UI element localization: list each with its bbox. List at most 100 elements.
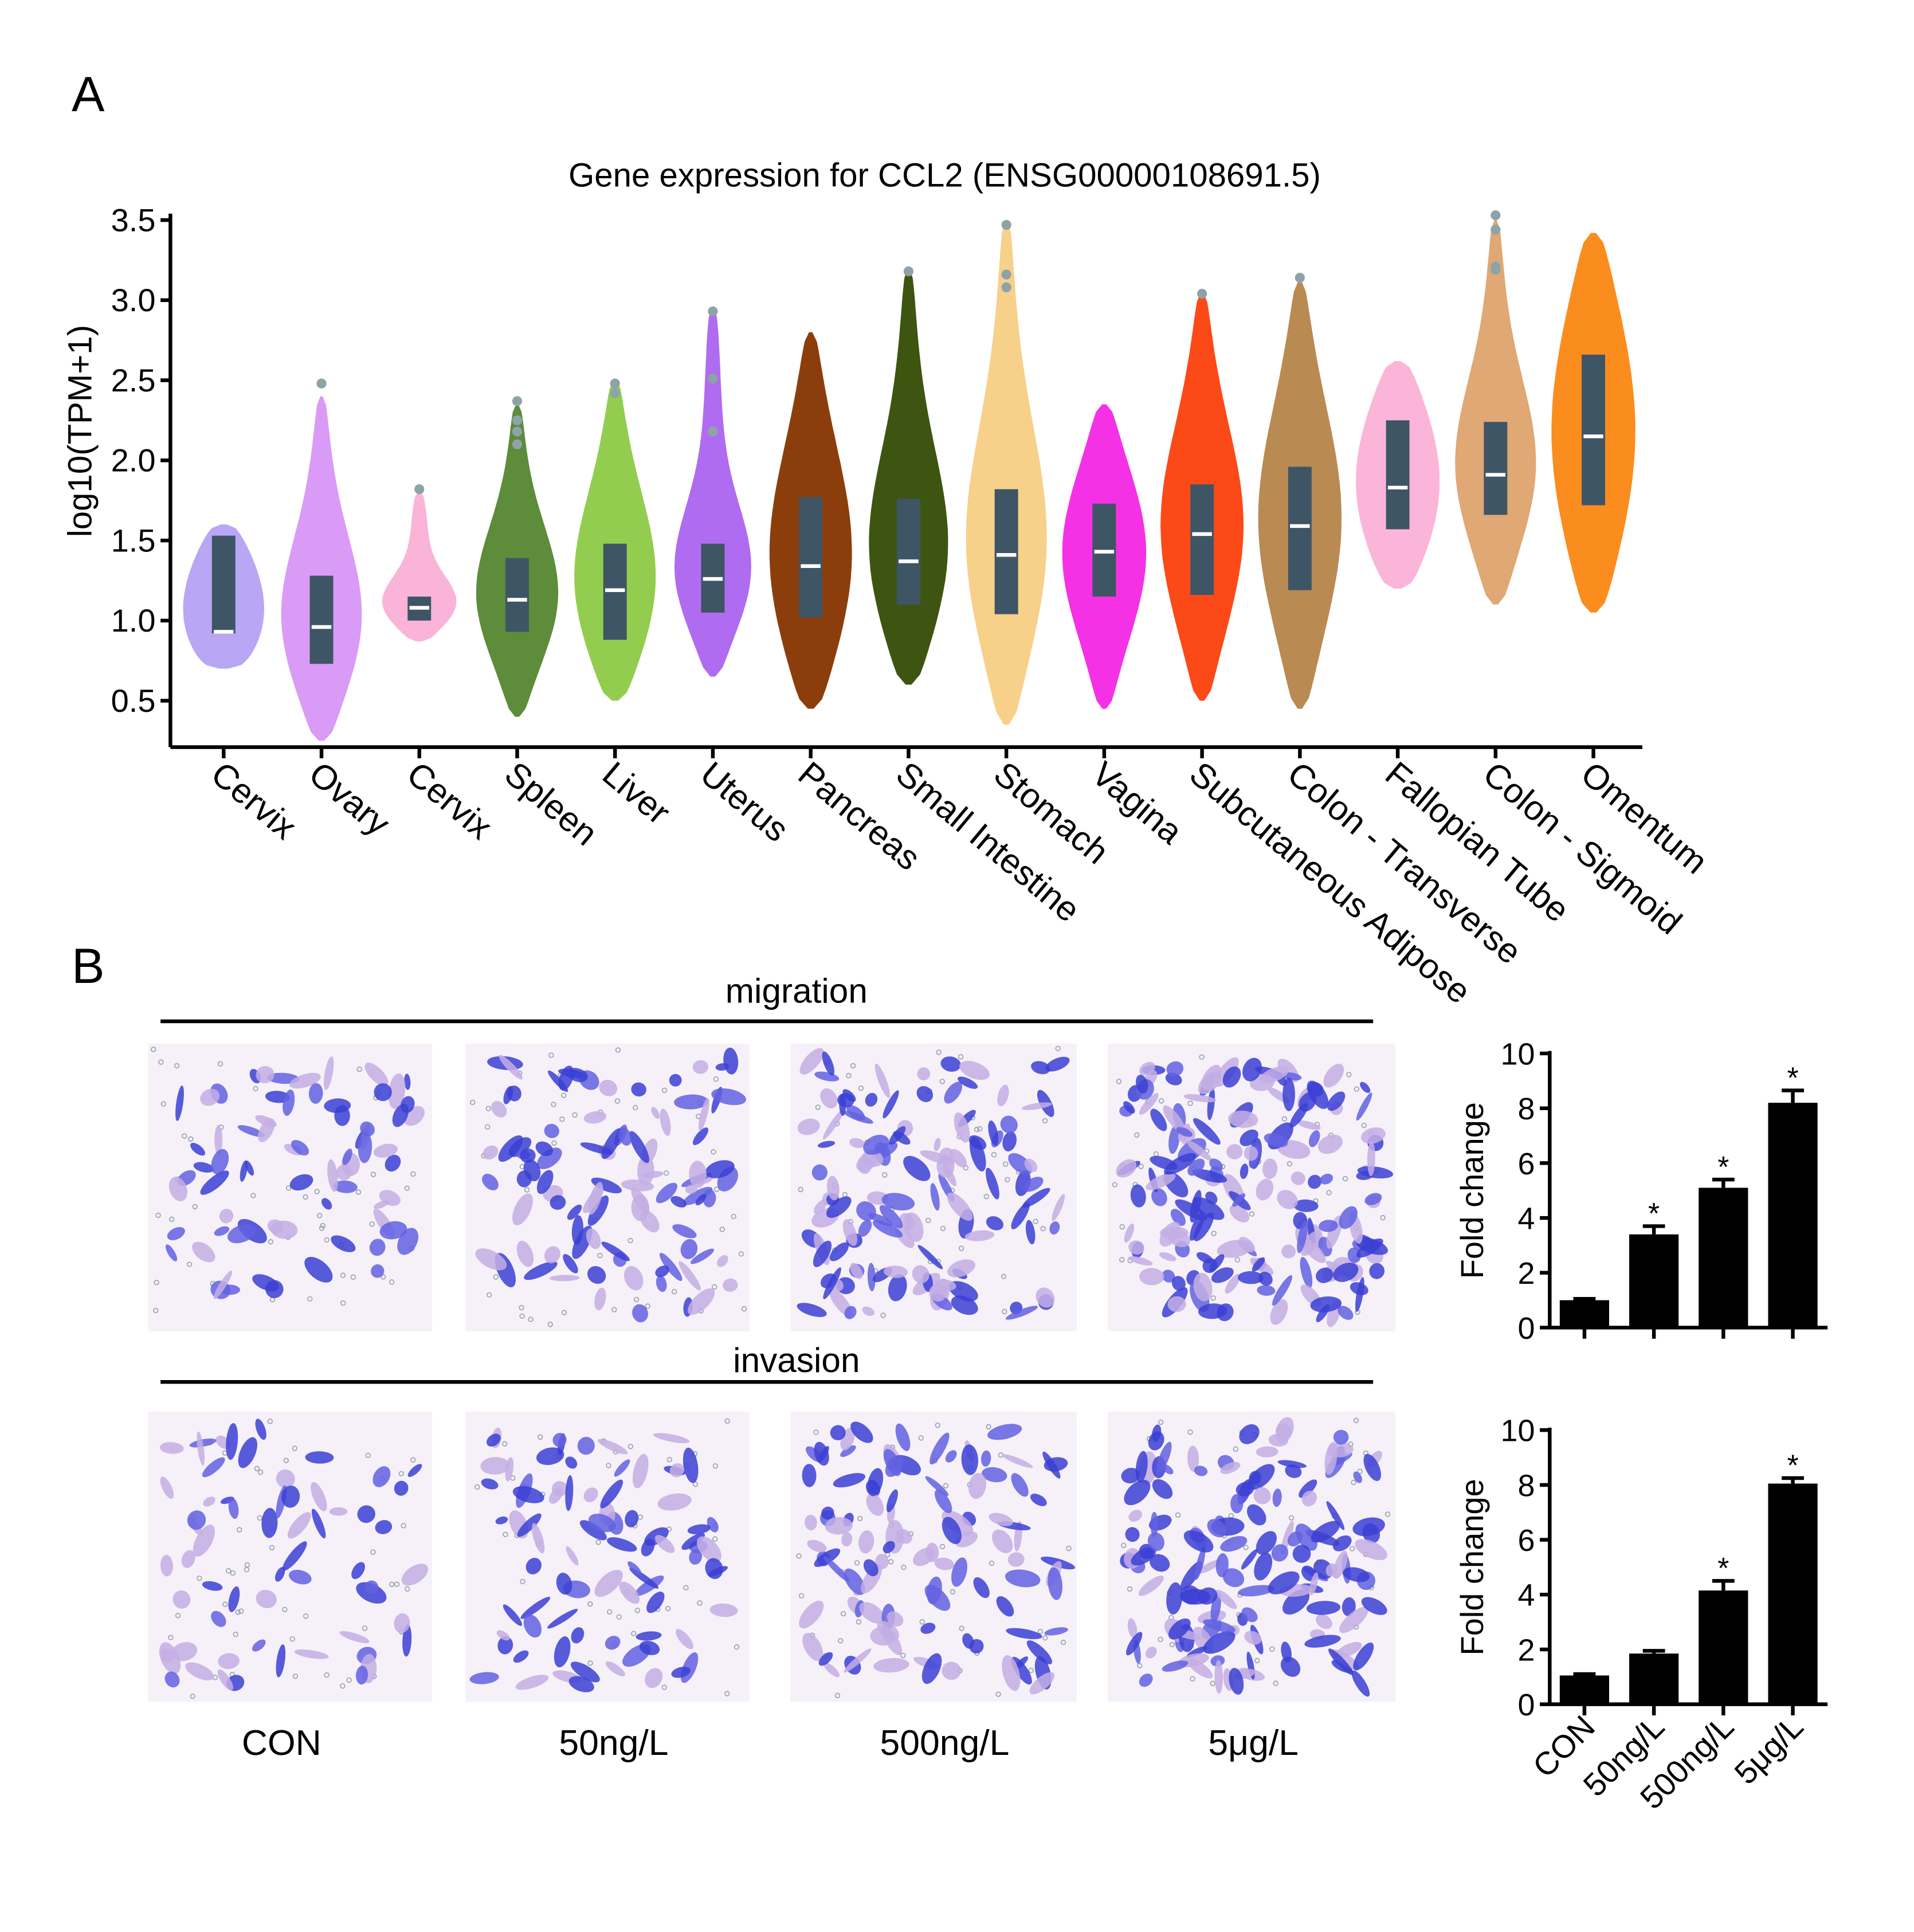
pore xyxy=(633,1104,638,1111)
cell xyxy=(238,1437,258,1468)
pore xyxy=(355,1189,362,1195)
cell xyxy=(1135,1075,1148,1094)
pore xyxy=(936,1049,942,1055)
pore xyxy=(1040,1225,1046,1232)
cell xyxy=(167,1227,185,1240)
cell xyxy=(1239,1237,1256,1253)
cell xyxy=(1320,1173,1333,1185)
x-tick-label: Spleen xyxy=(497,754,605,853)
cell xyxy=(515,1675,549,1690)
cell xyxy=(1167,1296,1186,1312)
cell xyxy=(1165,1072,1182,1085)
outlier xyxy=(610,378,620,389)
pore xyxy=(1158,1636,1163,1643)
bar xyxy=(1629,1653,1679,1704)
cell xyxy=(252,1274,279,1292)
cell xyxy=(1311,1520,1340,1543)
cell xyxy=(872,1220,903,1238)
pore xyxy=(697,1600,703,1606)
cell xyxy=(1257,1285,1276,1296)
cell xyxy=(849,1138,865,1149)
cell xyxy=(374,1083,392,1102)
cell xyxy=(589,1514,616,1533)
cell xyxy=(197,1431,205,1466)
cell xyxy=(1190,1212,1205,1241)
pore xyxy=(469,1099,476,1106)
pore xyxy=(524,1187,530,1193)
cell xyxy=(916,1085,934,1102)
cell xyxy=(818,1445,829,1463)
pore xyxy=(614,1098,621,1104)
cell xyxy=(986,1216,1004,1230)
pore xyxy=(711,1149,716,1155)
cell xyxy=(520,1148,536,1163)
x-tick-label: Ovary xyxy=(302,754,398,843)
cell xyxy=(689,1161,707,1188)
pore xyxy=(595,1539,601,1545)
outlier xyxy=(316,378,327,389)
cell xyxy=(964,1230,995,1241)
box xyxy=(505,558,529,632)
pore xyxy=(350,1274,356,1280)
condition-label: CON xyxy=(242,1723,321,1763)
outlier xyxy=(610,388,620,398)
bar xyxy=(1699,1188,1748,1328)
pore xyxy=(197,1576,202,1581)
cell xyxy=(883,1090,899,1119)
pore xyxy=(151,1047,156,1052)
cell xyxy=(1124,1223,1135,1243)
cell xyxy=(670,1196,687,1208)
cell xyxy=(1023,1177,1044,1192)
cell xyxy=(1002,1454,1033,1468)
cell xyxy=(565,1456,578,1469)
cell xyxy=(544,1123,559,1138)
pore xyxy=(683,1585,689,1590)
cell xyxy=(1352,1517,1385,1537)
pore xyxy=(1119,1257,1125,1263)
cell xyxy=(600,1479,623,1508)
cell xyxy=(1268,1571,1300,1594)
cell xyxy=(487,1433,501,1447)
cell xyxy=(568,1676,594,1692)
cell xyxy=(968,1472,986,1499)
cell xyxy=(255,1418,266,1440)
pore xyxy=(815,1104,821,1110)
cell xyxy=(1317,1134,1343,1154)
cell xyxy=(1277,1460,1307,1468)
pore xyxy=(340,1300,346,1306)
cell xyxy=(379,1190,401,1206)
cell xyxy=(879,1205,903,1229)
cell xyxy=(659,1253,683,1282)
cell xyxy=(605,1636,621,1650)
cell xyxy=(935,1490,952,1514)
cell xyxy=(1222,1568,1245,1588)
pore xyxy=(486,1292,492,1298)
cell xyxy=(599,1079,618,1096)
cell xyxy=(921,1653,942,1684)
cell xyxy=(625,1510,639,1528)
cell xyxy=(1044,1457,1068,1472)
cell xyxy=(172,1590,191,1609)
cell xyxy=(865,1092,878,1107)
cell xyxy=(698,1098,709,1131)
cell xyxy=(402,1624,412,1657)
y-tick-label: 4 xyxy=(1517,1578,1535,1613)
cell xyxy=(843,1111,873,1124)
pore xyxy=(834,1692,841,1699)
pore xyxy=(410,1171,416,1177)
cell xyxy=(1230,1494,1244,1514)
pore xyxy=(154,1279,159,1286)
cell xyxy=(200,1170,229,1195)
bar xyxy=(1768,1483,1818,1704)
pore xyxy=(974,1126,980,1132)
box xyxy=(994,489,1018,614)
cell xyxy=(619,1581,640,1604)
violin xyxy=(966,220,1047,725)
cell xyxy=(281,1486,300,1508)
cell xyxy=(1350,1282,1368,1295)
cell xyxy=(623,1266,644,1291)
pore xyxy=(174,1063,180,1069)
cell xyxy=(678,1261,701,1291)
y-axis-label: Fold change xyxy=(1454,1102,1490,1279)
significance: * xyxy=(1648,1197,1660,1230)
